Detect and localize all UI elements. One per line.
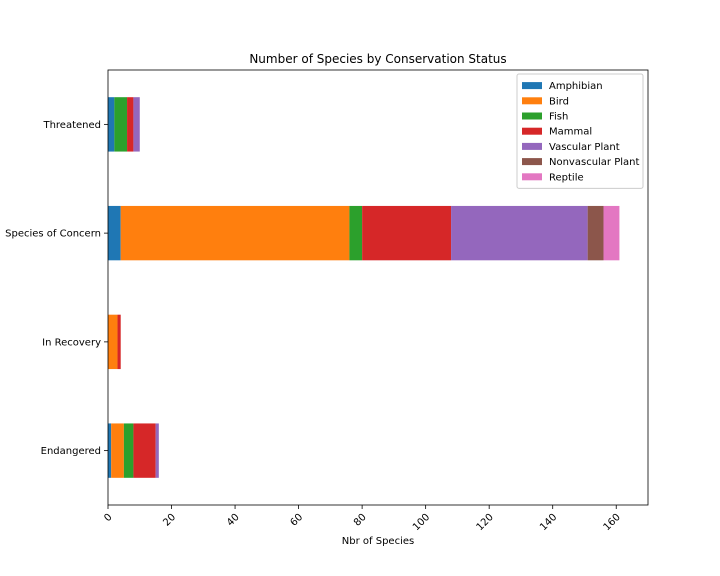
x-tick-label: 120 (475, 512, 496, 533)
x-tick-label: 80 (352, 512, 369, 529)
y-tick-label: In Recovery (42, 337, 101, 348)
legend-label: Mammal (549, 127, 592, 138)
bar-in-recovery-bird (108, 314, 118, 370)
bar-endangered-mammal (133, 423, 156, 478)
legend-label: Reptile (549, 172, 584, 183)
legend-swatch (522, 112, 542, 120)
chart-title: Number of Species by Conservation Status (249, 52, 506, 66)
bar-species-of-concern-bird (120, 205, 350, 261)
legend-swatch (522, 97, 542, 105)
legend-swatch (522, 127, 542, 135)
legend-label: Nonvascular Plant (549, 157, 639, 168)
bar-endangered-vascular-plant (155, 423, 159, 478)
bar-species-of-concern-nonvascular-plant (587, 205, 604, 261)
bar-species-of-concern-fish (349, 205, 363, 261)
legend: Amphibian Bird Fish Mammal Vascular Plant Non… (516, 73, 644, 189)
x-tick-label: 0 (102, 512, 114, 524)
bar-in-recovery-mammal (117, 314, 121, 370)
y-tick-label: Endangered (41, 446, 101, 457)
bar-species-of-concern-vascular-plant (451, 205, 588, 261)
y-axis: Endangered In Recovery Species of Concern T… (5, 120, 108, 457)
plot-frame (107, 69, 649, 506)
y-tick-label: Species of Concern (5, 229, 101, 240)
x-tick-label: 140 (538, 512, 559, 533)
x-tick-label: 100 (411, 512, 432, 533)
bar-species-of-concern-mammal (362, 205, 452, 261)
legend-swatch (522, 82, 542, 90)
y-tick-label: Threatened (42, 120, 101, 131)
bars-layer (108, 97, 620, 478)
bar-endangered-fish (123, 423, 134, 478)
bar-endangered-bird (111, 423, 124, 478)
x-tick-label: 20 (161, 512, 178, 529)
legend-swatch (522, 173, 542, 181)
legend-swatch (522, 158, 542, 166)
x-axis: 0 20 40 60 80 100 120 140 160 (102, 505, 623, 533)
legend-box (516, 73, 644, 189)
x-tick-label: 60 (288, 512, 305, 529)
bar-species-of-concern-reptile (603, 205, 620, 261)
bar-species-of-concern-amphibian (108, 205, 121, 261)
legend-label: Fish (549, 112, 568, 123)
x-tick-label: 160 (602, 512, 623, 533)
bar-threatened-amphibian (108, 97, 115, 152)
bar-threatened-fish (114, 97, 128, 152)
bar-endangered-amphibian (108, 423, 112, 478)
bar-threatened-mammal (127, 97, 134, 152)
x-axis-label: Nbr of Species (342, 536, 414, 547)
legend-label: Bird (549, 96, 569, 107)
x-tick-label: 40 (225, 512, 242, 529)
legend-swatch (522, 142, 542, 150)
legend-label: Amphibian (549, 81, 603, 92)
bar-threatened-vascular-plant (133, 97, 140, 152)
legend-label: Vascular Plant (549, 142, 620, 153)
